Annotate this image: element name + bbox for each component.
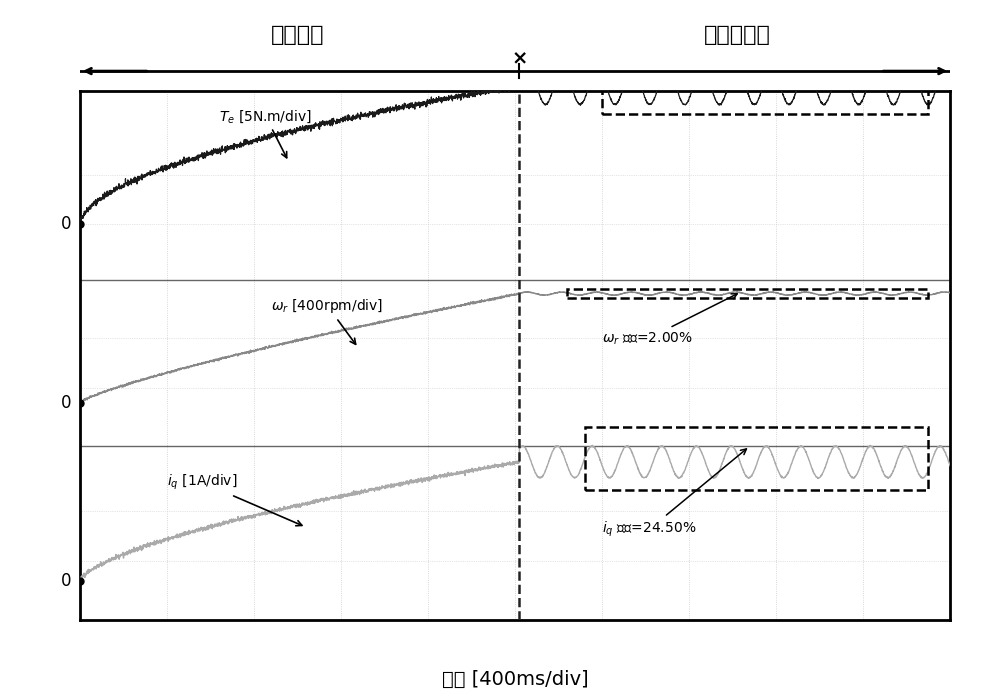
Text: 0: 0 [61, 394, 71, 411]
Bar [602, 48, 928, 114]
Text: 时间 [400ms/div]: 时间 [400ms/div] [442, 670, 588, 689]
Text: $i_q$ [1A/div]: $i_q$ [1A/div] [167, 473, 302, 526]
Text: 线性区域: 线性区域 [271, 25, 324, 45]
Text: $i_q$ 波动=24.50%: $i_q$ 波动=24.50% [602, 449, 746, 539]
Bar [585, 427, 928, 491]
Text: 0: 0 [61, 215, 71, 233]
Text: $\omega_r$ [400rpm/div]: $\omega_r$ [400rpm/div] [271, 297, 384, 344]
Text: ×: × [511, 49, 528, 68]
Text: 过调制区域: 过调制区域 [703, 25, 770, 45]
Text: $T_e$ 波动=26.31%: $T_e$ 波动=26.31% [0, 696, 1, 697]
Text: $\omega_r$ 波动=2.00%: $\omega_r$ 波动=2.00% [602, 294, 737, 347]
Bar [567, 289, 928, 298]
Text: $T_e$ [5N.m/div]: $T_e$ [5N.m/div] [219, 108, 312, 158]
Text: 0: 0 [61, 572, 71, 590]
